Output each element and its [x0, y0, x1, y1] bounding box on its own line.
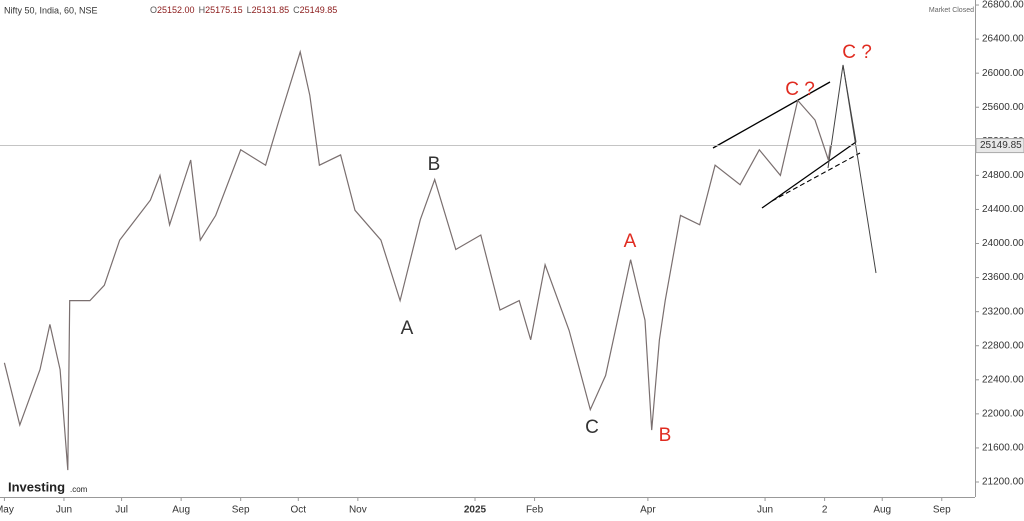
x-tick-label: Aug	[172, 505, 190, 516]
logo: Investing	[8, 479, 65, 494]
trend-line	[712, 81, 831, 149]
x-tick-label: Apr	[640, 505, 656, 516]
logo-suffix: .com	[70, 485, 88, 494]
y-tick-label: 22000.00	[982, 409, 1024, 420]
plot-area	[0, 0, 975, 497]
ohlc-value: 25149.85	[300, 5, 338, 15]
x-tick-label: 2025	[464, 505, 487, 516]
last-price-box	[975, 138, 1024, 154]
symbol-title: Nifty 50, India, 60, NSE	[4, 5, 98, 15]
y-tick-label: 25600.00	[982, 102, 1024, 113]
x-tick-label: 2	[822, 505, 828, 516]
header: Nifty 50, India, 60, NSE O25152.00 H25175…	[4, 5, 337, 15]
ohlc-value: 25152.00	[157, 5, 195, 15]
y-tick-label: 22800.00	[982, 340, 1024, 351]
x-tick-label: Sep	[232, 505, 250, 516]
ohlc-label: L	[247, 5, 252, 15]
last-price-label: 25149.85	[980, 140, 1022, 151]
y-tick-label: 26800.00	[982, 0, 1024, 11]
x-tick-label: Jul	[115, 505, 128, 516]
price-line	[3, 49, 831, 471]
ohlc-label: H	[199, 5, 206, 15]
ohlc-readout: O25152.00 H25175.15 L25131.85 C25149.85	[150, 5, 337, 15]
ohlc-value: 25131.85	[252, 5, 290, 15]
x-tick-label: Feb	[526, 505, 544, 516]
wave-label: C	[585, 417, 599, 438]
y-tick-label: 26000.00	[982, 68, 1024, 79]
projection-line	[842, 64, 857, 143]
y-tick-label: 26400.00	[982, 34, 1024, 45]
wave-label: B	[659, 425, 672, 446]
wave-label: C ?	[785, 79, 815, 100]
ohlc-label: C	[293, 5, 300, 15]
wave-label: A	[624, 231, 637, 252]
x-tick-label: Oct	[291, 505, 307, 516]
x-tick-label: Jun	[56, 505, 72, 516]
wave-label: C ?	[842, 42, 872, 63]
ohlc-label: O	[150, 5, 157, 15]
y-tick-label: 21600.00	[982, 443, 1024, 454]
x-tick-label: Nov	[349, 505, 367, 516]
y-tick-label: 24000.00	[982, 238, 1024, 249]
y-tick-label: 23200.00	[982, 306, 1024, 317]
x-tick-label: Aug	[873, 505, 891, 516]
trend-line	[761, 141, 857, 209]
y-tick-label: 23600.00	[982, 272, 1024, 283]
wave-label: B	[428, 154, 441, 175]
x-tick-label: Sep	[933, 505, 951, 516]
x-tick-label: May	[0, 505, 14, 516]
y-tick-label: 21200.00	[982, 477, 1024, 488]
ohlc-value: 25175.15	[205, 5, 243, 15]
y-tick-label: 24400.00	[982, 204, 1024, 215]
y-tick-label: 24800.00	[982, 170, 1024, 181]
trend-line-dashed	[771, 152, 861, 202]
market-status: Market Closed	[929, 7, 974, 14]
wave-label: A	[401, 318, 414, 339]
x-tick-label: Jun	[757, 505, 773, 516]
y-tick-label: 22400.00	[982, 374, 1024, 385]
